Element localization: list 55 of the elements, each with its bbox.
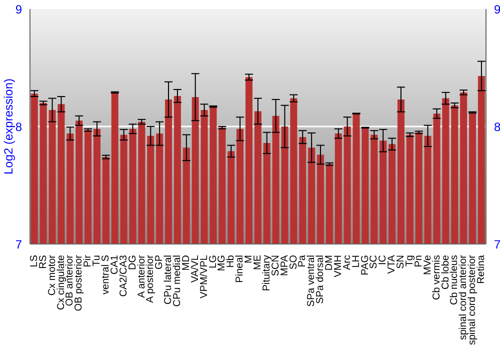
x-tick-label: Cx cingulate: [56, 254, 67, 310]
x-tick-label: SC: [368, 255, 380, 269]
x-tick-label: VTA: [386, 254, 398, 274]
x-tick-label: Pineal: [234, 255, 246, 283]
x-tick-label: Pir: [82, 254, 94, 268]
x-tick-label: SCN: [270, 255, 282, 276]
y-tick-label: 9: [15, 2, 22, 16]
x-tick-label: Cb vermis: [431, 255, 442, 300]
x-tick-label: MVe: [422, 254, 434, 276]
y-tick-label: 8: [15, 120, 22, 134]
y2-tick-label: 8: [494, 120, 500, 134]
x-tick-label: Pa: [297, 254, 308, 268]
x-tick-label: CA2/CA3: [118, 254, 130, 297]
x-tick-label: spinal cord posterior: [467, 254, 478, 346]
x-tick-label: A anterior: [136, 254, 148, 298]
x-tick-label: Pn: [413, 255, 424, 268]
x-tick-label: Retina: [476, 254, 488, 284]
x-tick-label: Cx motor: [46, 254, 58, 296]
x-tick-label: ME: [252, 254, 264, 270]
x-tick-label: SPa dorsal: [315, 255, 326, 304]
x-tick-label: ventral S: [100, 254, 112, 294]
x-tick-label: SO: [288, 254, 300, 270]
y-tick-label: 7: [15, 237, 22, 252]
x-tick-label: PAG: [360, 254, 371, 276]
x-tick-label: Cb nucleus: [449, 255, 460, 306]
x-tick-label: A posterior: [145, 254, 156, 303]
x-tick-label: VPM/VPL: [198, 254, 210, 298]
x-tick-label: MD: [180, 255, 192, 271]
x-tick-label: Cb lobe: [440, 254, 452, 290]
x-tick-label: spinal cord anterior: [458, 254, 470, 340]
x-tick-label: Pituitary: [261, 255, 272, 292]
x-tick-label: DM: [324, 255, 336, 271]
x-tick-label: M: [244, 255, 255, 264]
x-tick-label: CPu medial: [172, 255, 184, 307]
x-tick-label: Tu: [92, 255, 103, 266]
x-tick-label: LH: [350, 255, 362, 268]
x-tick-label: IC: [378, 255, 389, 265]
x-tick-label: OB anterior: [64, 254, 76, 306]
y2-tick-label: 9: [494, 2, 500, 16]
x-tick-label: CA1: [109, 254, 120, 274]
x-tick-label: Hb: [226, 254, 237, 268]
x-tick-label: LG: [208, 254, 219, 268]
x-tick-label: OB posterior: [74, 254, 85, 312]
x-tick-label: SN: [396, 255, 407, 269]
x-tick-label: MPA: [279, 254, 290, 276]
y-axis-title: Log2 (expression): [1, 78, 16, 175]
x-tick-label: Arc: [342, 255, 353, 270]
x-tick-label: VA/VL: [190, 254, 201, 283]
y2-tick-label: 7: [494, 237, 500, 252]
x-tick-label: Tg: [404, 255, 416, 267]
x-tick-label: LS: [28, 254, 40, 268]
x-tick-label: DG: [127, 254, 138, 270]
x-tick-label: GP: [154, 254, 166, 270]
x-tick-label: VMH: [332, 255, 344, 278]
x-tick-label: RS: [38, 254, 49, 269]
